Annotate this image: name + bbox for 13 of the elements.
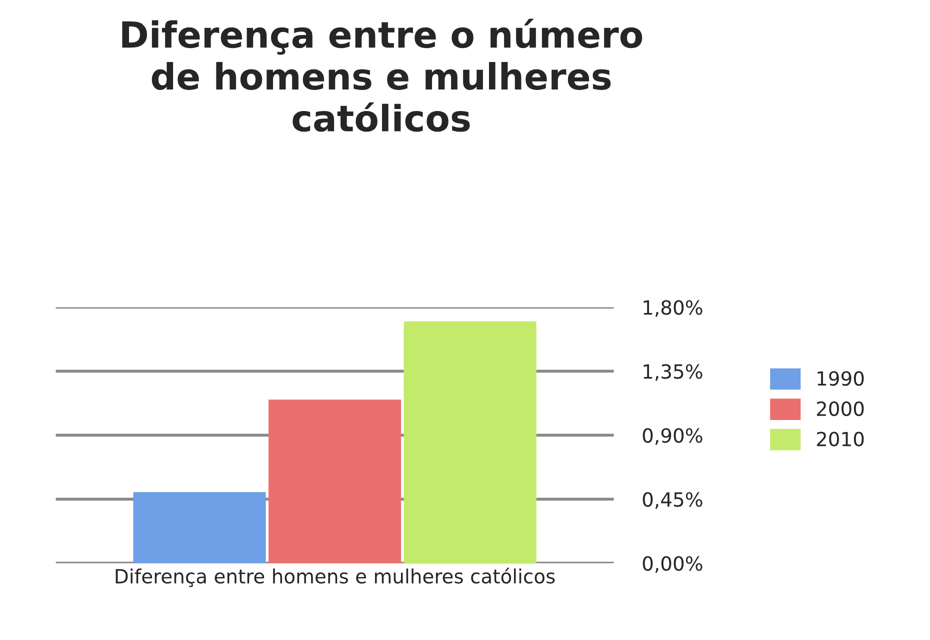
y-tick-label: 0,45% [642,492,702,509]
y-tick-label: 0,00% [642,556,702,573]
y-tick-label: 0,90% [642,428,702,445]
chart-title: Diferença entre o número de homens e mulheres católicos [122,18,642,132]
bar [133,492,266,564]
y-tick-label: 1,80% [644,300,702,317]
legend-label: 2010 [816,432,864,446]
x-tick-label: Diferença entre homens e mulheres católicos [116,568,555,588]
bar [268,400,402,564]
legend-label: 2000 [816,401,864,416]
legend-label: 1990 [818,371,864,386]
bar [404,321,536,564]
y-tick-label: 1,35% [644,364,702,381]
